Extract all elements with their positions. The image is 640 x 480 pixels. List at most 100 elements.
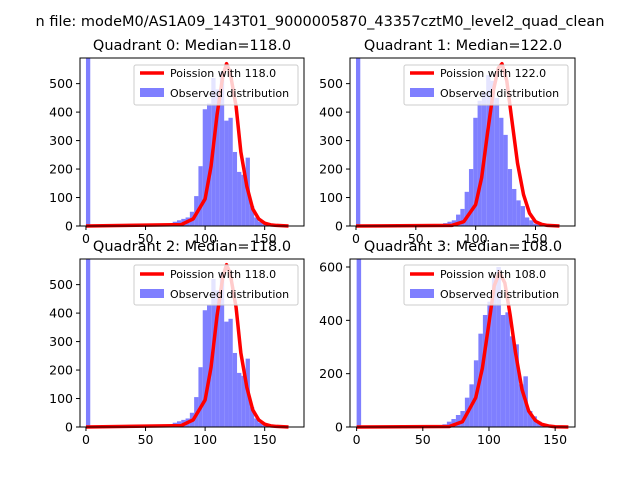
subplot-2: Quadrant 2: Median=118.0 0 50 100 150 0 100 20… [49,239,305,447]
y-tick-label: 200 [319,366,343,381]
x-tick-label: 50 [138,231,154,246]
y-tick-label: 100 [49,190,73,205]
hist-bar [503,134,508,226]
y-tick-label: 200 [319,162,343,177]
ticks-group: 0 50 100 150 0 100 200 300 400 500 [49,76,277,246]
figure-suptitle: n file: modeM0/AS1A09_143T01_9000005870_… [36,14,605,30]
x-tick-label: 50 [415,432,431,447]
x-tick-label: 0 [82,432,90,447]
hist-bar [254,217,259,226]
legend-box [133,64,299,106]
hist-bar [446,421,452,427]
x-tick-label: 0 [353,432,361,447]
legend: Poission with 118.0 Observed distributio… [133,64,299,106]
legend-poisson-label: Poission with 118.0 [170,268,276,281]
hist-bar [505,312,510,427]
x-tick-label: 0 [82,231,90,246]
hist-bar [518,384,524,427]
subplot-title: Quadrant 0: Median=118.0 [93,38,291,54]
y-tick-label: 200 [49,363,73,378]
hist-bar [482,315,488,427]
x-tick-label: 150 [253,231,277,246]
legend-hist-swatch [410,289,434,298]
ticks-group: 0 50 100 150 0 100 200 300 400 500 [319,76,547,246]
hist-bar [198,166,203,226]
legend-hist-label: Observed distribution [440,87,559,100]
ticks-group: 0 50 100 150 0 200 400 600 [319,260,567,448]
ticks-group: 0 50 100 150 0 100 200 300 400 500 [49,277,277,447]
y-tick-label: 400 [49,306,73,321]
y-tick-label: 500 [49,76,73,91]
legend-box [403,264,569,306]
hist-bar [258,422,263,427]
x-tick-label: 50 [408,231,424,246]
hist-bar [499,117,504,226]
hist-bar [224,120,229,226]
hist-bar [85,259,91,427]
subplot-3: Quadrant 3: Median=108.0 0 50 100 150 0 200 40… [319,239,576,448]
hist-bar [85,58,91,226]
hist-bar [198,367,203,427]
x-tick-label: 150 [543,432,567,447]
y-tick-label: 0 [65,219,73,234]
legend-poisson-label: Poission with 118.0 [170,67,276,80]
hist-bar [455,415,461,427]
x-tick-label: 0 [352,231,360,246]
hist-bar [202,109,208,226]
y-tick-label: 0 [335,219,343,234]
hist-bar [241,375,246,427]
x-tick-label: 100 [193,432,217,447]
hist-bar [486,75,491,226]
hist-bar [496,267,501,427]
hist-bar [237,372,242,427]
hist-bar [228,117,233,226]
hist-bar [529,220,534,226]
legend: Poission with 118.0 Observed distributio… [133,264,299,306]
hist-bar [207,304,212,427]
legend-hist-label: Observed distribution [440,288,559,301]
legend-hist-swatch [140,289,164,298]
hist-bar [451,419,456,427]
y-tick-label: 600 [319,260,343,275]
subplot-title: Quadrant 3: Median=108.0 [364,239,562,255]
legend-hist-label: Observed distribution [170,87,289,100]
hist-bar [249,206,255,226]
hist-bar [215,290,220,427]
y-tick-label: 400 [49,105,73,120]
hist-bar [473,117,478,226]
hist-bar [207,103,212,226]
y-tick-label: 200 [49,162,73,177]
hist-bar [228,318,233,427]
hist-bar [254,418,259,427]
x-tick-label: 100 [464,231,488,246]
y-tick-label: 500 [319,76,343,91]
hist-bar [258,221,263,226]
y-tick-label: 100 [49,391,73,406]
hist-bar [355,58,361,226]
hist-bar [232,352,238,427]
subplot-title: Quadrant 2: Median=118.0 [93,239,291,255]
x-tick-label: 150 [253,432,277,447]
hist-bar [490,80,495,226]
hist-bar [524,217,530,226]
y-tick-label: 300 [49,133,73,148]
legend: Poission with 108.0 Observed distributio… [403,264,569,306]
hist-bar [512,188,517,226]
x-tick-label: 150 [524,231,548,246]
y-tick-label: 0 [65,420,73,435]
hist-bar [491,277,497,427]
subplot-0: Quadrant 0: Median=118.0 0 50 100 150 0 100 20… [49,38,305,246]
hist-bar [464,191,469,226]
hist-bar [202,310,208,427]
hist-bar [232,151,238,226]
hist-bar [500,315,506,427]
legend-hist-swatch [410,88,434,97]
x-tick-label: 100 [193,231,217,246]
axes-frame [79,258,305,428]
subplot-1: Quadrant 1: Median=122.0 0 50 100 150 0 100 20… [319,38,576,246]
hist-bar [241,174,246,226]
legend-hist-label: Observed distribution [170,288,289,301]
y-tick-label: 100 [319,190,343,205]
hist-bar [514,344,519,427]
